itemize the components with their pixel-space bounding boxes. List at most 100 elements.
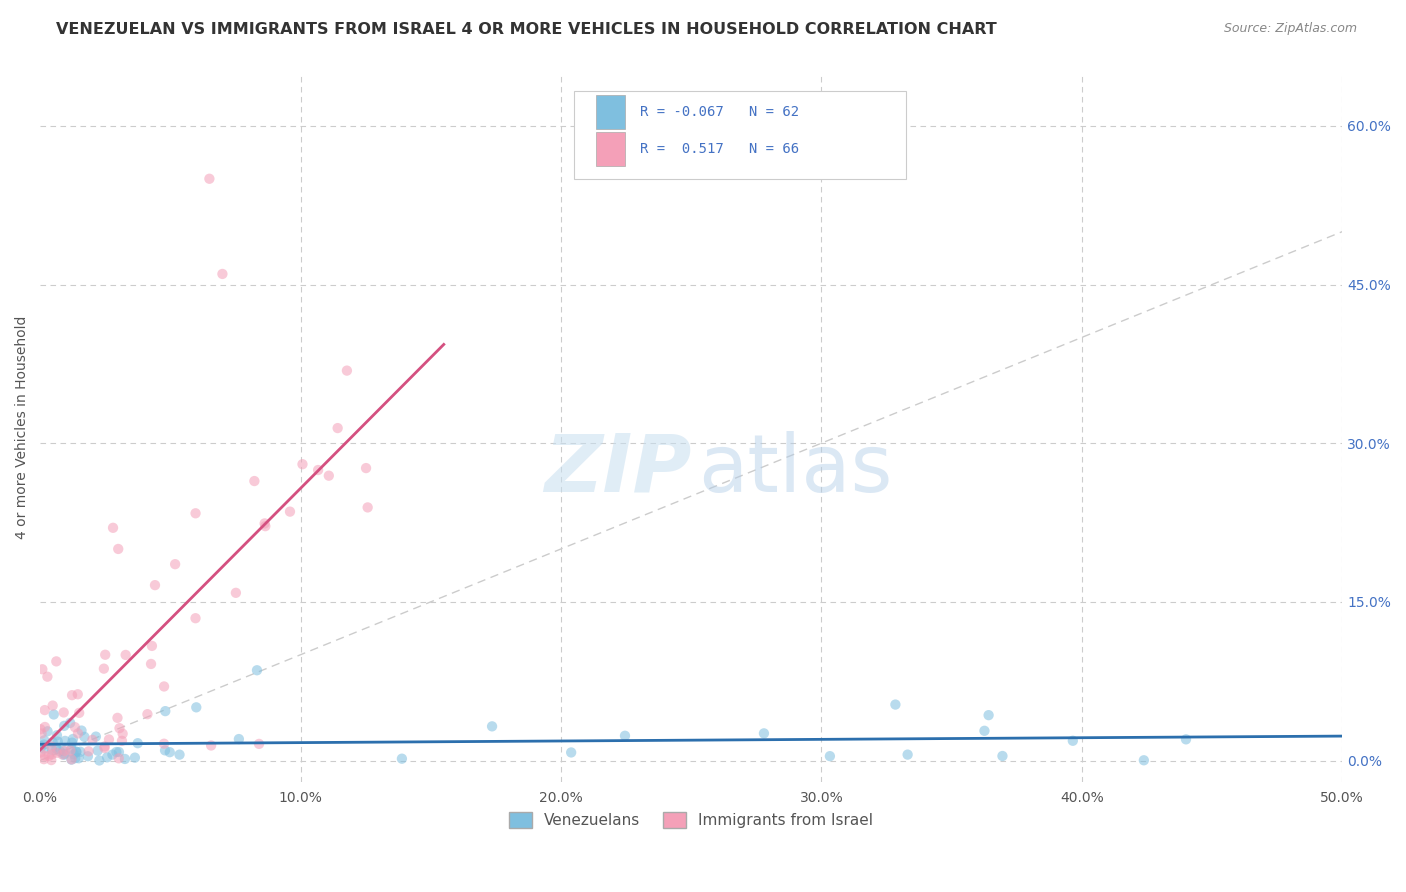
Point — [169, 747, 191, 762]
Point — [165, 557, 187, 571]
Point — [60, 741, 83, 756]
Point — [39, 739, 62, 754]
Text: R =  0.517   N = 66: R = 0.517 N = 66 — [640, 142, 800, 156]
Point — [52, 706, 75, 720]
Legend: Venezuelans, Immigrants from Israel: Venezuelans, Immigrants from Israel — [503, 806, 880, 834]
Bar — [596, 95, 624, 129]
Point — [246, 663, 269, 677]
Point — [108, 745, 131, 759]
Point — [32, 752, 55, 766]
Point — [59, 743, 82, 757]
Point — [67, 706, 90, 720]
Point — [105, 745, 128, 759]
Point — [243, 474, 266, 488]
Point — [60, 752, 83, 766]
Point — [884, 698, 907, 712]
Point — [108, 721, 131, 735]
Point — [326, 421, 349, 435]
Text: Source: ZipAtlas.com: Source: ZipAtlas.com — [1223, 22, 1357, 36]
Point — [77, 744, 100, 758]
Point — [254, 519, 277, 533]
Point — [143, 578, 166, 592]
Bar — [596, 132, 624, 166]
Point — [153, 737, 176, 751]
Point — [51, 747, 73, 762]
Point — [34, 703, 56, 717]
Text: ZIP: ZIP — [544, 431, 692, 508]
Point — [153, 680, 176, 694]
Point — [69, 745, 91, 759]
Point — [354, 461, 377, 475]
Point — [37, 724, 59, 739]
Point — [114, 648, 136, 662]
Point — [141, 639, 163, 653]
Point — [82, 732, 104, 747]
Point — [31, 662, 53, 676]
Point — [45, 741, 67, 756]
Point — [614, 729, 637, 743]
Point — [818, 749, 841, 764]
Point — [752, 726, 775, 740]
Point — [42, 707, 65, 722]
Point — [107, 751, 129, 765]
Point — [63, 720, 86, 734]
Point — [184, 506, 207, 520]
Point — [37, 670, 59, 684]
Point — [65, 745, 87, 759]
Point — [356, 500, 378, 515]
Text: atlas: atlas — [697, 431, 891, 508]
Point — [34, 720, 56, 734]
Point — [139, 657, 162, 671]
Point — [93, 662, 115, 676]
Point — [30, 723, 52, 737]
Point — [114, 752, 136, 766]
Point — [93, 741, 115, 756]
Point — [45, 728, 67, 742]
Point — [101, 747, 124, 762]
Point — [198, 171, 221, 186]
Point — [184, 611, 207, 625]
Point — [65, 751, 87, 765]
Point — [111, 734, 134, 748]
Point — [291, 457, 314, 471]
Point — [186, 700, 208, 714]
Point — [65, 745, 87, 759]
Y-axis label: 4 or more Vehicles in Household: 4 or more Vehicles in Household — [15, 316, 30, 539]
Point — [127, 736, 149, 750]
Point — [96, 750, 118, 764]
Point — [48, 744, 70, 758]
Text: VENEZUELAN VS IMMIGRANTS FROM ISRAEL 4 OR MORE VEHICLES IN HOUSEHOLD CORRELATION: VENEZUELAN VS IMMIGRANTS FROM ISRAEL 4 O… — [56, 22, 997, 37]
Point — [39, 753, 62, 767]
Point — [391, 752, 413, 766]
Point — [67, 751, 90, 765]
Point — [155, 704, 177, 718]
Point — [53, 744, 76, 758]
Point — [86, 744, 108, 758]
Point — [93, 739, 115, 754]
Point — [481, 719, 503, 733]
FancyBboxPatch shape — [574, 91, 905, 179]
Point — [60, 736, 83, 750]
Point — [30, 745, 52, 759]
Point — [977, 708, 1000, 723]
Point — [53, 747, 76, 761]
Point — [62, 731, 84, 746]
Point — [66, 687, 89, 701]
Point — [200, 739, 222, 753]
Point — [253, 516, 276, 531]
Point — [560, 746, 582, 760]
Point — [45, 746, 67, 760]
Point — [336, 363, 359, 377]
Point — [53, 734, 76, 748]
Point — [318, 468, 340, 483]
Point — [60, 753, 83, 767]
Point — [84, 730, 107, 744]
Point — [52, 744, 75, 758]
Point — [225, 586, 247, 600]
Point — [32, 733, 55, 747]
Point — [60, 688, 83, 702]
Point — [53, 719, 76, 733]
Point — [973, 723, 995, 738]
Point — [228, 732, 250, 747]
Point — [41, 747, 63, 762]
